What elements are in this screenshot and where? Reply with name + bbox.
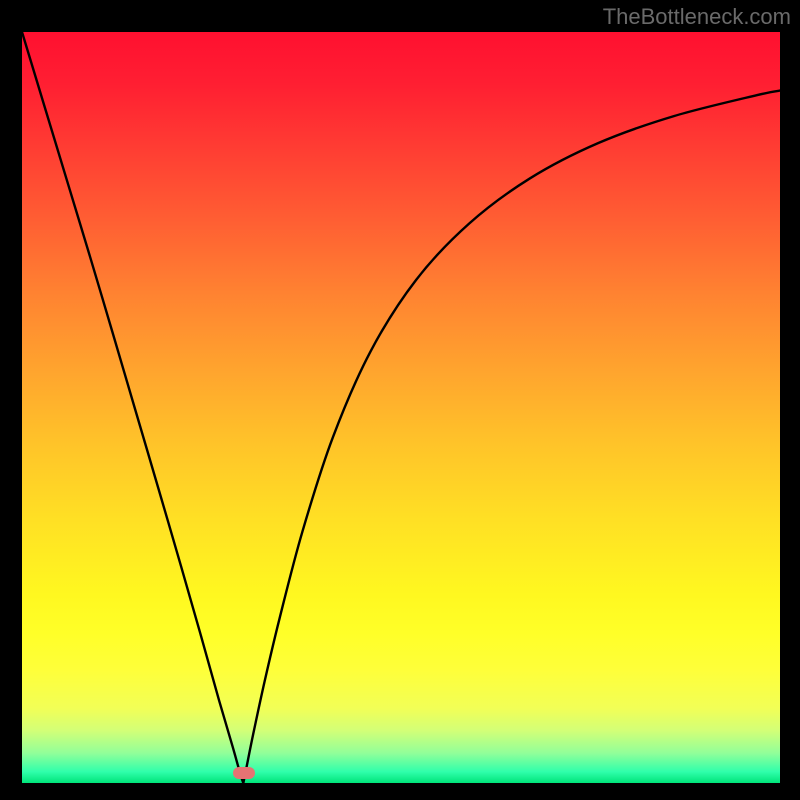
plot-outer (20, 30, 782, 785)
watermark-text: TheBottleneck.com (603, 4, 791, 30)
optimal-point-marker (233, 767, 255, 779)
curve-right-branch (243, 91, 780, 783)
bottleneck-curve (22, 32, 780, 783)
curve-left-branch (22, 32, 243, 783)
plot-area (22, 32, 780, 783)
